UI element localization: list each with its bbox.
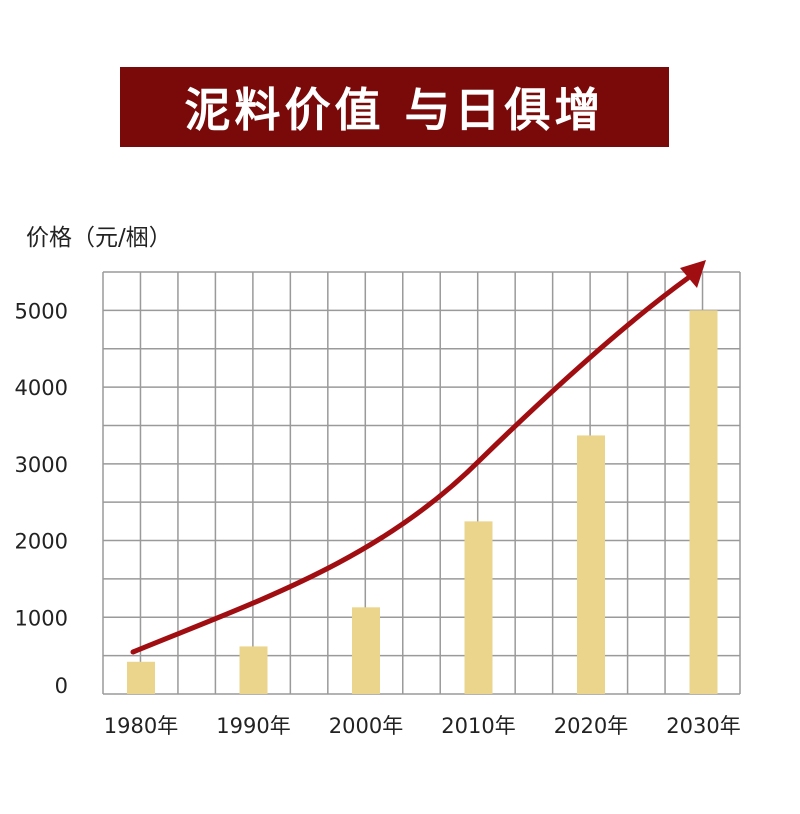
y-tick-label: 3000: [15, 453, 68, 477]
y-tick-label: 4000: [15, 376, 68, 400]
y-tick-label: 2000: [15, 530, 68, 554]
x-tick-label: 2020年: [554, 714, 628, 738]
x-tick-label: 2000年: [329, 714, 403, 738]
y-axis-label: 价格（元/梱）: [26, 225, 172, 251]
x-tick-label: 2030年: [666, 714, 740, 738]
y-tick-label: 0: [55, 674, 68, 698]
trend-arrow: [130, 275, 691, 655]
trend-arrowhead: [680, 260, 706, 288]
bar: [577, 435, 605, 694]
bar: [352, 607, 380, 694]
title-banner: 泥料价值 与日俱增: [120, 67, 669, 147]
y-tick-label: 1000: [15, 606, 68, 630]
bar: [239, 646, 268, 694]
bar: [127, 661, 155, 694]
x-tick-label: 1990年: [216, 714, 290, 738]
bar: [689, 310, 718, 694]
page-title: 泥料价值 与日俱增: [184, 83, 605, 137]
bar: [464, 521, 493, 694]
x-tick-label: 1980年: [104, 714, 178, 738]
x-tick-label: 2010年: [441, 714, 515, 738]
y-tick-label: 5000: [15, 299, 68, 323]
